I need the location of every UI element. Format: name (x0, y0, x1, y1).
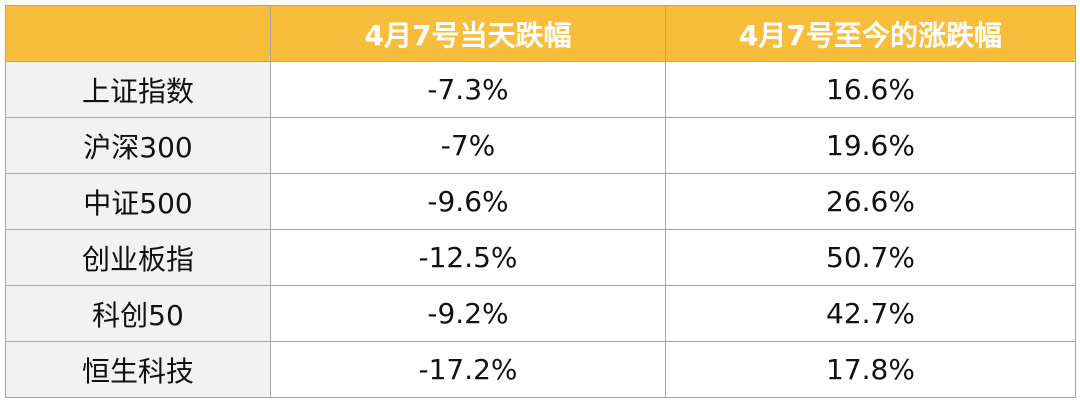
row-label: 沪深300 (5, 117, 271, 174)
cell: 50.7% (665, 229, 1076, 286)
cell: -17.2% (270, 341, 666, 398)
cell: -12.5% (270, 229, 666, 286)
table-row: 沪深300 -7% 19.6% (5, 117, 1076, 174)
cell: 19.6% (665, 117, 1076, 174)
cell: -9.2% (270, 285, 666, 342)
header-cell: 4月7号当天跌幅 (270, 5, 666, 62)
header-row: 4月7号当天跌幅 4月7号至今的涨跌幅 (5, 5, 1076, 62)
cell: -7.3% (270, 61, 666, 118)
table-row: 上证指数 -7.3% 16.6% (5, 61, 1076, 118)
cell: 26.6% (665, 173, 1076, 230)
row-label: 恒生科技 (5, 341, 271, 398)
cell: 42.7% (665, 285, 1076, 342)
header-corner (5, 5, 271, 62)
row-label: 创业板指 (5, 229, 271, 286)
cell: -7% (270, 117, 666, 174)
table-row: 恒生科技 -17.2% 17.8% (5, 341, 1076, 398)
row-label: 科创50 (5, 285, 271, 342)
table-row: 中证500 -9.6% 26.6% (5, 173, 1076, 230)
cell: 17.8% (665, 341, 1076, 398)
row-label: 上证指数 (5, 61, 271, 118)
cell: 16.6% (665, 61, 1076, 118)
cell: -9.6% (270, 173, 666, 230)
data-table: 4月7号当天跌幅 4月7号至今的涨跌幅 上证指数 -7.3% 16.6% 沪深300 -7… (5, 5, 1076, 398)
table-row: 创业板指 -12.5% 50.7% (5, 229, 1076, 286)
table-row: 科创50 -9.2% 42.7% (5, 285, 1076, 342)
row-label: 中证500 (5, 173, 271, 230)
header-cell: 4月7号至今的涨跌幅 (665, 5, 1076, 62)
